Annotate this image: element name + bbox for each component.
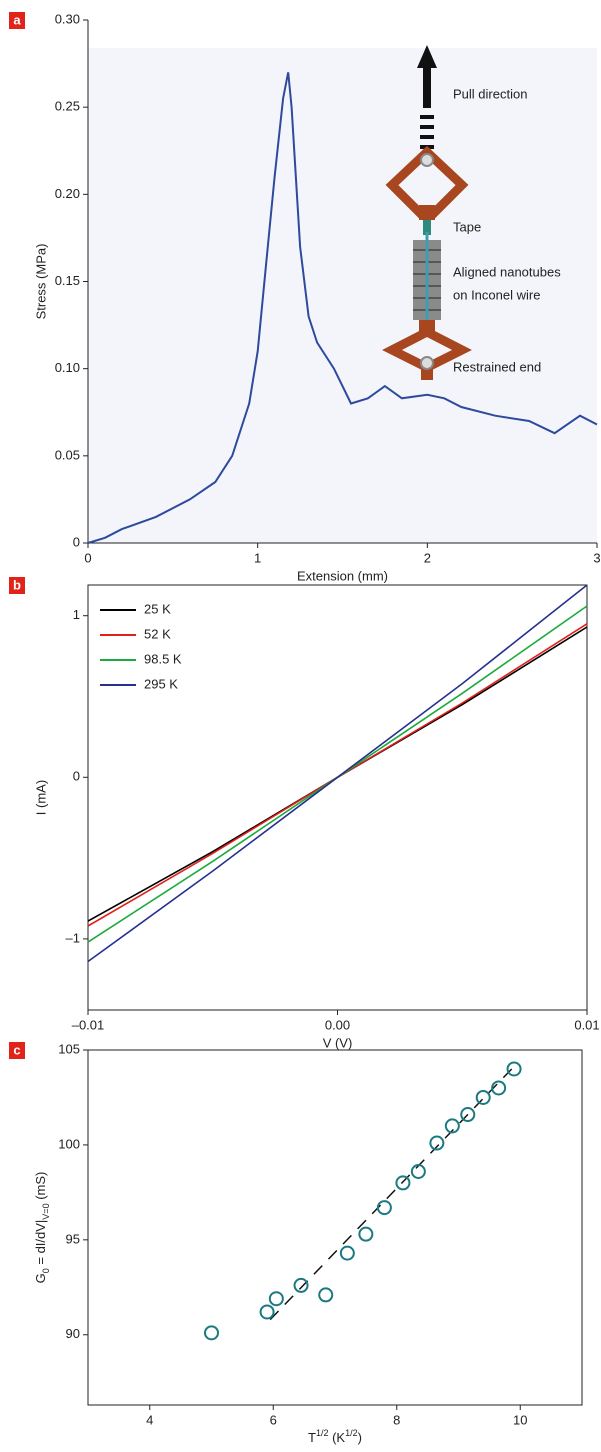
y-tick-label: 105 — [58, 1041, 80, 1056]
legend-label: 52 K — [144, 626, 171, 641]
panel-badge — [9, 1042, 25, 1059]
plot-frame — [87, 1049, 583, 1406]
x-axis-label-part: (K — [328, 1430, 345, 1445]
panel-letter: b — [13, 577, 21, 592]
data-point — [429, 1135, 445, 1151]
x-tick-label: 4 — [146, 1412, 153, 1427]
x-tick-label: 3 — [593, 550, 600, 565]
legend-label: 295 K — [144, 676, 178, 691]
y-tick-label: 0.15 — [55, 273, 80, 288]
data-point — [491, 1080, 507, 1096]
y-tick-label: 90 — [66, 1326, 80, 1341]
y-tick-label: 0.25 — [55, 99, 80, 114]
annotation: Pull direction — [453, 86, 527, 101]
data-point — [410, 1163, 426, 1179]
x-axis-label-part: 1/2 — [316, 1428, 329, 1438]
y-tick-label: 100 — [58, 1136, 80, 1151]
y-tick-label: 0.05 — [55, 447, 80, 462]
panel-badge — [9, 12, 25, 29]
plot-background — [88, 48, 597, 543]
y-axis-label: G0 = dI/dV|V=0 (mS) — [33, 1172, 51, 1284]
y-axis-label-part: = dI/dV| — [33, 1220, 48, 1269]
x-axis-label-part: 1/2 — [345, 1428, 358, 1438]
x-tick-label: 2 — [424, 550, 431, 565]
data-point — [506, 1061, 522, 1077]
data-point — [318, 1287, 334, 1303]
data-point — [395, 1175, 411, 1191]
plot-frame — [87, 584, 588, 1011]
y-tick-label: –1 — [66, 930, 80, 945]
x-axis-label-part: ) — [358, 1430, 362, 1445]
data-point — [259, 1304, 275, 1320]
panel-letter: c — [13, 1042, 20, 1057]
data-point — [376, 1200, 392, 1216]
panel-letter: a — [13, 12, 21, 27]
x-axis-label: Extension (mm) — [297, 568, 388, 583]
x-axis-label: T1/2 (K1/2) — [308, 1428, 362, 1445]
y-tick-label: 95 — [66, 1231, 80, 1246]
y-axis-label: I (mA) — [33, 780, 48, 815]
y-tick-label: 0.20 — [55, 186, 80, 201]
y-axis-label-part: V=0 — [41, 1203, 51, 1219]
y-tick-label: 0 — [73, 534, 80, 549]
data-point — [293, 1277, 309, 1293]
data-point — [444, 1118, 460, 1134]
x-tick-label: 10 — [513, 1412, 527, 1427]
annotation: on Inconel wire — [453, 287, 540, 302]
data-line — [87, 584, 588, 963]
y-axis-label-part: 0 — [41, 1268, 51, 1273]
x-tick-label: 0 — [84, 550, 91, 565]
y-axis-label-part: G — [33, 1273, 48, 1283]
x-tick-label: 0.01 — [574, 1017, 599, 1032]
fit-line — [269, 1062, 518, 1321]
y-axis-label-part: (mS) — [33, 1172, 48, 1204]
y-axis-label: Stress (MPa) — [33, 244, 48, 320]
x-axis-label: V (V) — [323, 1035, 353, 1050]
legend-label: 98.5 K — [144, 651, 182, 666]
annotation: Aligned nanotubes — [453, 264, 561, 279]
data-point — [460, 1107, 476, 1123]
x-axis-label-part: T — [308, 1430, 316, 1445]
data-line — [87, 623, 588, 927]
data-point — [339, 1245, 355, 1261]
x-tick-label: 8 — [393, 1412, 400, 1427]
y-tick-label: 0.10 — [55, 360, 80, 375]
data-point — [204, 1325, 219, 1341]
data-line — [87, 72, 598, 544]
y-tick-label: 1 — [73, 607, 80, 622]
x-tick-label: 6 — [270, 1412, 277, 1427]
inset-schematic — [382, 45, 472, 380]
x-tick-label: 0.00 — [325, 1017, 350, 1032]
y-tick-label: 0 — [73, 769, 80, 784]
data-point — [268, 1291, 284, 1307]
data-point — [475, 1089, 491, 1105]
x-tick-label: –0.01 — [72, 1017, 105, 1032]
annotation: Restrained end — [453, 359, 541, 374]
panel-badge — [9, 577, 25, 594]
y-tick-label: 0.30 — [55, 11, 80, 26]
data-point — [358, 1226, 374, 1242]
legend-label: 25 K — [144, 601, 171, 616]
x-tick-label: 1 — [254, 550, 261, 565]
annotation: Tape — [453, 219, 481, 234]
